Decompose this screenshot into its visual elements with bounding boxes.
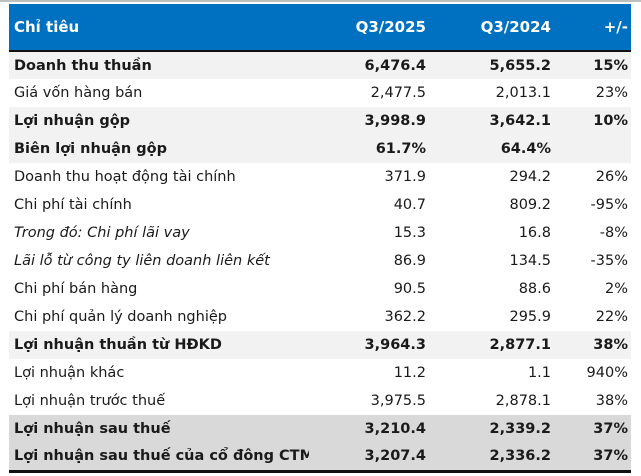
value-q3-2025: 90.5: [393, 281, 426, 297]
row-label: Doanh thu hoạt động tài chính: [14, 169, 236, 185]
value-q3-2025: 15.3: [393, 225, 426, 241]
header-change: +/-: [557, 4, 631, 52]
row-label: Biên lợi nhuận gộp: [14, 141, 168, 157]
header-indicator: Chỉ tiêu: [9, 4, 309, 52]
value-q3-2025: 6,476.4: [364, 57, 426, 74]
table-row-profit-before-tax: Lợi nhuận trước thuế 3,975.5 2,878.1 38%: [9, 387, 631, 415]
value-q3-2025: 362.2: [384, 309, 426, 325]
table-row-profit-after-tax-parent: Lợi nhuận sau thuế của cổ đông CTM 3,207…: [9, 443, 631, 473]
row-label: Giá vốn hàng bán: [14, 85, 143, 101]
value-change: 23%: [595, 85, 628, 101]
value-change: -95%: [590, 197, 628, 213]
value-q3-2024: 2,336.2: [433, 443, 557, 473]
value-q3-2024: 16.8: [518, 225, 551, 241]
value-q3-2025: 40.7: [393, 197, 426, 213]
value-q3-2024: 5,655.2: [489, 57, 551, 74]
value-q3-2025: 3,207.4: [309, 443, 433, 473]
row-label: Lợi nhuận gộp: [14, 113, 131, 129]
value-change: 26%: [595, 169, 628, 185]
table-row-operating-profit: Lợi nhuận thuần từ HĐKD 3,964.3 2,877.1 …: [9, 331, 631, 359]
row-label: Chi phí bán hàng: [14, 281, 138, 297]
table-row-financial-expense: Chi phí tài chính 40.7 809.2 -95%: [9, 191, 631, 219]
table-row-net-revenue: Doanh thu thuần 6,476.4 5,655.2 15%: [9, 51, 631, 79]
row-label: Lợi nhuận sau thuế của cổ đông CTM: [9, 443, 309, 473]
value-change: 37%: [557, 443, 631, 473]
value-change: 38%: [593, 337, 628, 353]
table-row-gross-margin: Biên lợi nhuận gộp 61.7% 64.4%: [9, 135, 631, 163]
value-change: -35%: [590, 253, 628, 269]
row-label: Lợi nhuận thuần từ HĐKD: [14, 337, 222, 353]
value-q3-2025: 3,998.9: [364, 113, 426, 129]
table-row-interest-expense: Trong đó: Chi phí lãi vay 15.3 16.8 -8%: [9, 219, 631, 247]
value-q3-2025: 3,210.4: [364, 421, 426, 437]
value-q3-2024: 3,642.1: [489, 113, 551, 129]
row-label: Chi phí quản lý doanh nghiệp: [14, 309, 227, 325]
header-q3-2024: Q3/2024: [433, 4, 557, 52]
table-row-cogs: Giá vốn hàng bán 2,477.5 2,013.1 23%: [9, 79, 631, 107]
table-row-other-profit: Lợi nhuận khác 11.2 1.1 940%: [9, 359, 631, 387]
value-q3-2025: 86.9: [393, 253, 426, 269]
value-change: 37%: [593, 421, 628, 437]
value-q3-2025: 3,975.5: [370, 393, 426, 409]
value-q3-2024: 2,013.1: [495, 85, 551, 101]
value-change: 22%: [595, 309, 628, 325]
row-label: Trong đó: Chi phí lãi vay: [14, 225, 190, 241]
table-row-financial-income: Doanh thu hoạt động tài chính 371.9 294.…: [9, 163, 631, 191]
value-q3-2025: 11.2: [393, 365, 426, 381]
value-q3-2024: 1.1: [527, 365, 551, 381]
value-change: -8%: [599, 225, 628, 241]
row-label: Lợi nhuận sau thuế: [14, 421, 171, 437]
value-change: 38%: [595, 393, 628, 409]
value-q3-2025: 371.9: [384, 169, 426, 185]
value-q3-2025: 61.7%: [375, 141, 426, 157]
value-change: 940%: [586, 365, 628, 381]
value-change: 2%: [604, 281, 628, 297]
value-q3-2024: 809.2: [509, 197, 551, 213]
value-q3-2024: 88.6: [518, 281, 551, 297]
table-row-profit-after-tax: Lợi nhuận sau thuế 3,210.4 2,339.2 37%: [9, 415, 631, 443]
value-change: [557, 135, 631, 163]
value-q3-2025: 2,477.5: [370, 85, 426, 101]
value-q3-2024: 2,339.2: [489, 421, 551, 437]
value-change: 15%: [593, 57, 628, 74]
row-label: Lãi lỗ từ công ty liên doanh liên kết: [14, 253, 270, 269]
value-q3-2024: 2,877.1: [489, 337, 551, 353]
row-label: Lợi nhuận trước thuế: [14, 393, 166, 409]
value-q3-2024: 294.2: [509, 169, 551, 185]
value-q3-2024: 134.5: [509, 253, 551, 269]
value-change: 10%: [593, 113, 628, 129]
financial-results-table: Chỉ tiêu Q3/2025 Q3/2024 +/- Doanh thu t…: [9, 4, 631, 473]
table-header-row: Chỉ tiêu Q3/2025 Q3/2024 +/-: [9, 4, 631, 52]
value-q3-2025: 3,964.3: [364, 337, 426, 353]
row-label: Chi phí tài chính: [14, 197, 132, 213]
table-row-admin-expense: Chi phí quản lý doanh nghiệp 362.2 295.9…: [9, 303, 631, 331]
table-row-selling-expense: Chi phí bán hàng 90.5 88.6 2%: [9, 275, 631, 303]
row-label: Lợi nhuận khác: [14, 365, 125, 381]
value-q3-2024: 64.4%: [500, 141, 551, 157]
table-row-gross-profit: Lợi nhuận gộp 3,998.9 3,642.1 10%: [9, 107, 631, 135]
row-label: Doanh thu thuần: [14, 57, 152, 74]
top-divider: [0, 0, 641, 2]
header-q3-2025: Q3/2025: [309, 4, 433, 52]
value-q3-2024: 2,878.1: [495, 393, 551, 409]
value-q3-2024: 295.9: [509, 309, 551, 325]
table-row-associates-profit: Lãi lỗ từ công ty liên doanh liên kết 86…: [9, 247, 631, 275]
